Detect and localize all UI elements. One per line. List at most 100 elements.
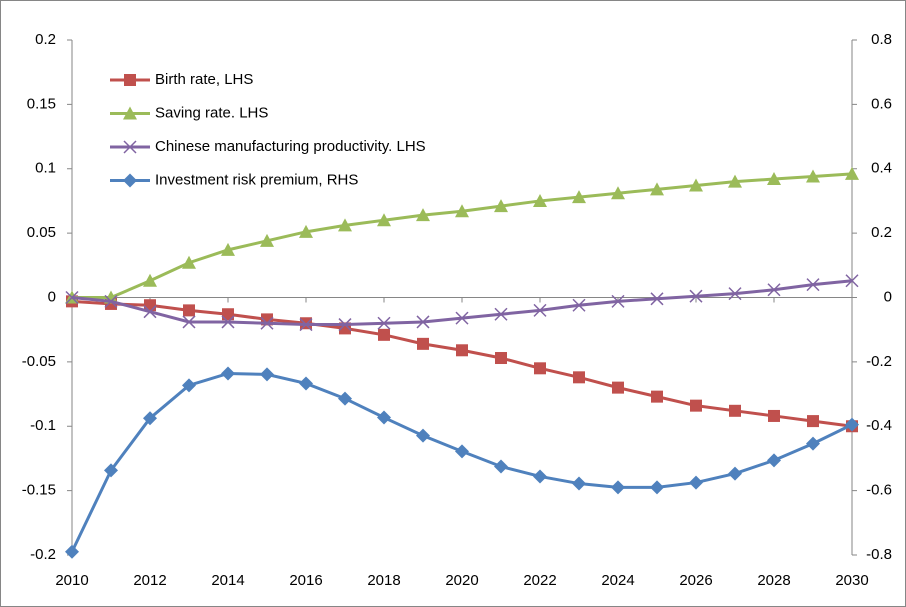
y-tick-label: 0.15 xyxy=(27,95,56,112)
y2-tick-label: 0.4 xyxy=(871,160,892,177)
marker xyxy=(611,186,625,200)
y2-tick-label: -0.4 xyxy=(866,417,892,434)
marker xyxy=(612,381,624,394)
marker xyxy=(221,315,235,329)
x-tick-label: 2016 xyxy=(289,572,322,589)
marker xyxy=(534,362,546,375)
marker xyxy=(494,307,508,321)
marker xyxy=(456,344,468,357)
y-tick-label: -0.1 xyxy=(30,417,56,434)
marker xyxy=(299,376,313,391)
y2-tick-label: 0.6 xyxy=(871,95,892,112)
marker xyxy=(182,255,196,269)
marker xyxy=(338,318,352,332)
marker xyxy=(377,410,391,425)
legend-label: Birth rate, LHS xyxy=(155,71,253,88)
x-tick-label: 2028 xyxy=(757,572,790,589)
marker xyxy=(416,315,430,329)
marker xyxy=(494,199,508,213)
y-tick-label: 0.05 xyxy=(27,224,56,241)
marker xyxy=(689,178,703,192)
y2-tick-label: -0.6 xyxy=(866,482,892,499)
marker xyxy=(651,390,663,403)
marker xyxy=(338,218,352,232)
marker xyxy=(299,224,313,238)
marker xyxy=(416,428,430,443)
marker xyxy=(845,166,859,180)
marker xyxy=(728,287,742,301)
marker xyxy=(807,415,819,428)
marker xyxy=(689,289,703,303)
marker xyxy=(845,417,859,432)
marker xyxy=(377,316,391,330)
marker xyxy=(222,308,234,321)
marker xyxy=(690,399,702,412)
marker xyxy=(417,337,429,350)
marker xyxy=(650,292,664,306)
marker xyxy=(767,172,781,186)
marker xyxy=(104,463,118,478)
marker xyxy=(378,328,390,341)
marker xyxy=(104,294,118,308)
marker xyxy=(143,411,157,426)
x-tick-label: 2010 xyxy=(55,572,88,589)
marker xyxy=(573,371,585,384)
marker xyxy=(65,290,79,305)
y-tick-label: -0.15 xyxy=(22,482,56,499)
legend-label: Investment risk premium, RHS xyxy=(155,171,358,188)
marker xyxy=(533,469,547,484)
x-tick-label: 2026 xyxy=(679,572,712,589)
legend-label: Saving rate. LHS xyxy=(155,104,268,121)
legend-marker xyxy=(123,140,137,154)
marker xyxy=(221,366,235,381)
marker xyxy=(806,436,820,451)
y2-tick-label: -0.2 xyxy=(866,353,892,370)
marker xyxy=(143,305,157,319)
y-tick-label: -0.2 xyxy=(30,546,56,563)
x-tick-label: 2022 xyxy=(523,572,556,589)
legend-marker xyxy=(123,106,137,120)
marker xyxy=(806,169,820,183)
marker xyxy=(845,274,859,288)
marker xyxy=(260,316,274,330)
y2-tick-label: 0.8 xyxy=(871,31,892,48)
marker xyxy=(260,233,274,247)
y-tick-label: 0.2 xyxy=(35,31,56,48)
marker xyxy=(533,193,547,207)
marker xyxy=(221,242,235,256)
x-tick-label: 2020 xyxy=(445,572,478,589)
marker xyxy=(650,182,664,196)
marker xyxy=(494,459,508,474)
y-tick-label: 0.1 xyxy=(35,160,56,177)
y-tick-label: -0.05 xyxy=(22,353,56,370)
y2-tick-label: -0.8 xyxy=(866,546,892,563)
marker xyxy=(183,304,195,317)
marker xyxy=(768,409,780,422)
marker xyxy=(572,476,586,491)
marker xyxy=(728,466,742,481)
y-tick-label: 0 xyxy=(48,288,56,305)
y2-tick-label: 0 xyxy=(884,288,892,305)
marker xyxy=(689,475,703,490)
marker xyxy=(455,204,469,218)
x-tick-label: 2030 xyxy=(835,572,868,589)
marker xyxy=(260,367,274,382)
marker xyxy=(455,444,469,459)
x-tick-label: 2014 xyxy=(211,572,244,589)
marker xyxy=(455,311,469,325)
legend-marker xyxy=(123,173,137,188)
x-tick-label: 2024 xyxy=(601,572,634,589)
legend-marker xyxy=(124,74,136,86)
marker xyxy=(182,378,196,393)
marker xyxy=(143,273,157,287)
x-tick-label: 2012 xyxy=(133,572,166,589)
marker xyxy=(65,544,79,559)
marker xyxy=(611,294,625,308)
marker xyxy=(377,213,391,227)
marker xyxy=(767,453,781,468)
x-tick-label: 2018 xyxy=(367,572,400,589)
marker xyxy=(767,283,781,297)
marker xyxy=(416,208,430,222)
marker xyxy=(299,318,313,332)
